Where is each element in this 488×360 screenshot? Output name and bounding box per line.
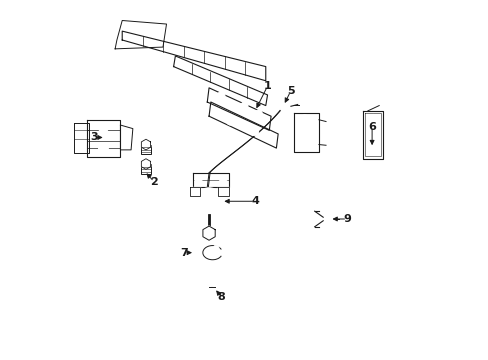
Text: 7: 7 bbox=[180, 248, 188, 258]
Circle shape bbox=[255, 110, 262, 117]
Polygon shape bbox=[141, 139, 150, 150]
Circle shape bbox=[218, 91, 224, 99]
Text: 5: 5 bbox=[286, 86, 294, 96]
Circle shape bbox=[368, 146, 377, 155]
Circle shape bbox=[195, 188, 222, 215]
Circle shape bbox=[213, 245, 219, 251]
Text: 2: 2 bbox=[150, 177, 158, 187]
Text: 8: 8 bbox=[217, 292, 225, 302]
Circle shape bbox=[368, 114, 377, 123]
Circle shape bbox=[209, 278, 214, 284]
Polygon shape bbox=[122, 31, 265, 81]
Circle shape bbox=[241, 102, 247, 109]
Circle shape bbox=[192, 248, 199, 254]
Circle shape bbox=[323, 213, 334, 225]
Circle shape bbox=[300, 141, 308, 149]
Polygon shape bbox=[293, 113, 318, 152]
FancyBboxPatch shape bbox=[141, 145, 150, 154]
Polygon shape bbox=[115, 21, 166, 49]
Polygon shape bbox=[363, 111, 382, 159]
Text: 4: 4 bbox=[251, 196, 259, 206]
Text: 6: 6 bbox=[367, 122, 375, 132]
Ellipse shape bbox=[180, 238, 234, 267]
Text: 1: 1 bbox=[263, 81, 271, 91]
Polygon shape bbox=[193, 173, 228, 187]
Polygon shape bbox=[120, 125, 133, 150]
Polygon shape bbox=[218, 187, 228, 196]
Circle shape bbox=[279, 100, 290, 112]
Circle shape bbox=[226, 118, 233, 125]
Polygon shape bbox=[86, 120, 120, 157]
Polygon shape bbox=[141, 159, 150, 169]
Polygon shape bbox=[74, 123, 88, 153]
Text: 9: 9 bbox=[343, 214, 350, 224]
Circle shape bbox=[219, 176, 226, 184]
Circle shape bbox=[204, 287, 219, 302]
Circle shape bbox=[195, 176, 202, 184]
Circle shape bbox=[300, 115, 308, 123]
Circle shape bbox=[251, 129, 258, 136]
FancyBboxPatch shape bbox=[141, 164, 150, 174]
Circle shape bbox=[98, 143, 108, 153]
Polygon shape bbox=[209, 102, 278, 148]
Circle shape bbox=[206, 275, 217, 287]
Polygon shape bbox=[189, 187, 200, 196]
Polygon shape bbox=[173, 56, 267, 105]
Polygon shape bbox=[203, 226, 215, 240]
Circle shape bbox=[189, 244, 202, 257]
Circle shape bbox=[202, 195, 215, 208]
Polygon shape bbox=[207, 88, 270, 130]
Circle shape bbox=[98, 123, 108, 132]
Text: 3: 3 bbox=[90, 132, 98, 143]
